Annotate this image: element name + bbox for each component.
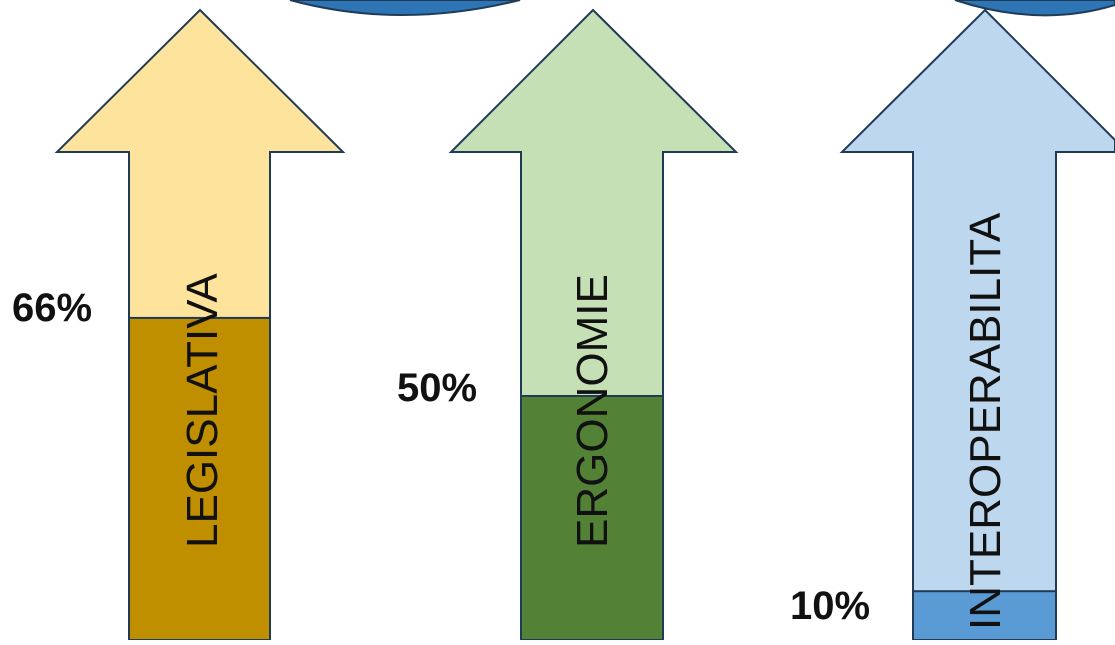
arrow-legislativa-fill <box>128 316 271 641</box>
percent-label-legislativa: 66% <box>12 286 93 330</box>
arrow-interoperabilita-label: INTEROPERABILITA <box>961 212 1010 630</box>
top-right-blob <box>954 0 1115 17</box>
arrow-ergonomie-fill <box>520 395 664 641</box>
arrow-interoperabilita: INTEROPERABILITA <box>839 8 1115 642</box>
top-left-blob <box>289 0 521 16</box>
percent-label-interoperabilita: 10% <box>790 584 871 628</box>
arrow-ergonomie: ERGONOMIE <box>448 8 739 641</box>
arrow-ergonomie-label: ERGONOMIE <box>568 274 617 548</box>
arrow-interoperabilita-fill <box>912 590 1057 642</box>
arrow-legislativa-label: LEGISLATIVA <box>178 273 227 548</box>
percent-label-ergonomie: 50% <box>397 366 478 410</box>
arrow-legislativa: LEGISLATIVA <box>54 8 346 641</box>
